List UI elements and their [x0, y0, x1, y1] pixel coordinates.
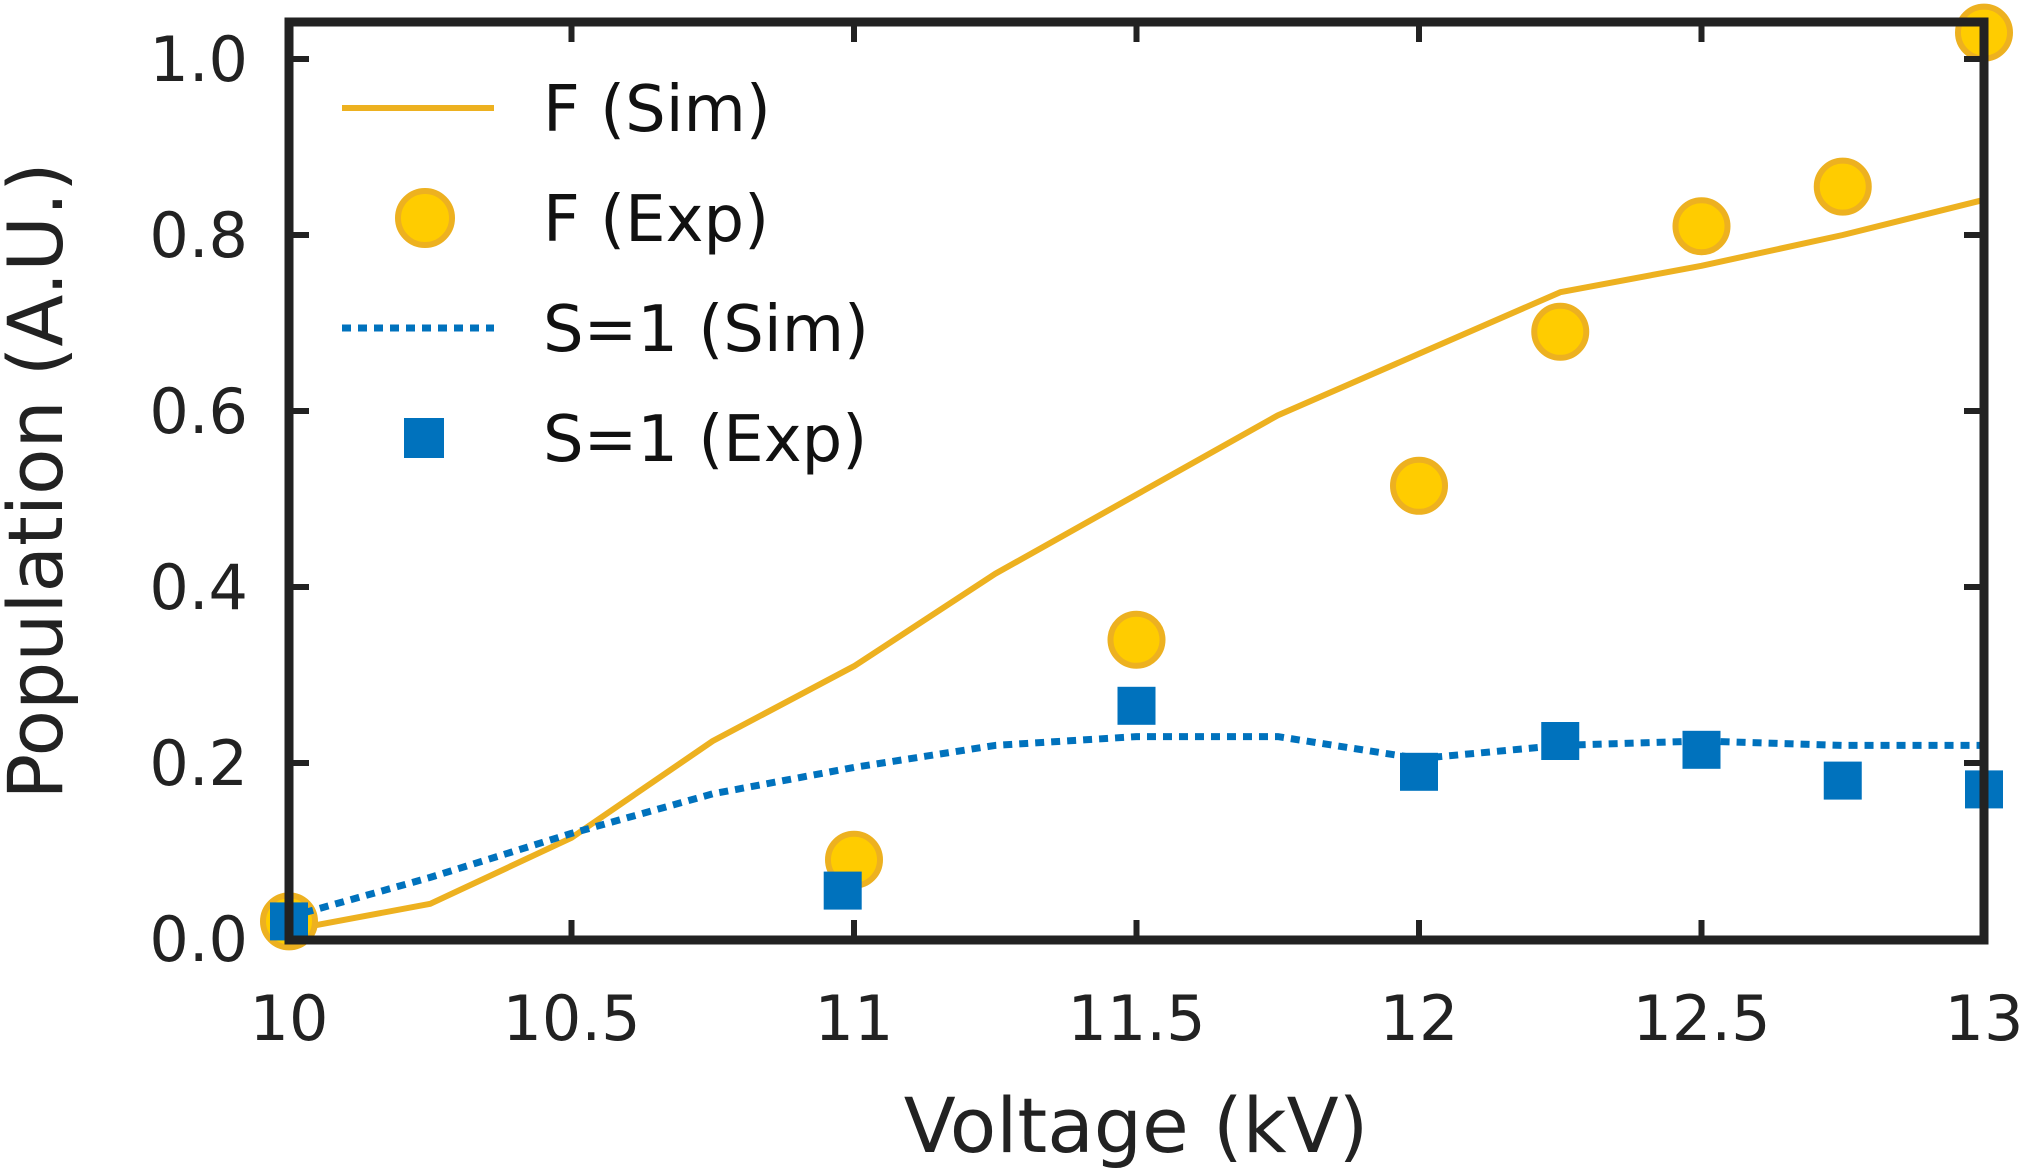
y-axis-title: Population (A.U.) [0, 162, 80, 799]
x-tick-label-5: 12.5 [1632, 982, 1770, 1055]
ticks-layer: 10 10.5 11 11.5 12 12.5 13 0.0 0.2 0.4 0.6 0.8 1.0 [149, 22, 2023, 1055]
series-f-exp [260, 3, 2013, 951]
x-tick-label-6: 13 [1945, 982, 2024, 1055]
x-tick-label-2: 11 [815, 982, 894, 1055]
point-f-exp-6 [1813, 157, 1872, 216]
y-tick-label-0: 0.0 [149, 903, 248, 976]
point-s-1-exp-6 [1823, 761, 1862, 800]
x-tick-label-1: 10.5 [502, 982, 640, 1055]
point-f-exp-2 [1107, 610, 1166, 669]
legend: F (Sim) F (Exp) S=1 (Sim) S=1 (Exp) [342, 73, 869, 477]
point-s-1-exp-1 [823, 871, 862, 910]
point-s-1-exp-5 [1682, 730, 1721, 769]
point-f-exp-5 [1672, 197, 1731, 256]
x-tick-label-4: 12 [1380, 982, 1459, 1055]
legend-item-f-sim: F (Sim) [342, 73, 771, 147]
x-tick-label-3: 11.5 [1067, 982, 1205, 1055]
point-f-exp-4 [1531, 302, 1590, 361]
plot-frame [284, 17, 1989, 945]
legend-swatch-s-1-exp [404, 418, 444, 458]
y-tick-label-3: 0.6 [149, 375, 248, 448]
y-tick-label-1: 0.2 [149, 727, 248, 800]
series-s-1-sim [288, 733, 1984, 921]
point-f-exp-3 [1390, 456, 1448, 515]
legend-item-s-1-exp: S=1 (Exp) [404, 403, 867, 477]
legend-item-s-1-sim: S=1 (Sim) [342, 293, 869, 367]
marks-layer [260, 3, 2013, 951]
legend-item-f-exp: F (Exp) [395, 183, 769, 257]
legend-label-f-sim: F (Sim) [543, 73, 771, 147]
x-tick-label-0: 10 [250, 982, 329, 1055]
series-f-sim [288, 196, 1985, 934]
x-axis-title: Voltage (kV) [904, 1081, 1369, 1170]
legend-label-f-exp: F (Exp) [543, 183, 769, 257]
series-line-s-1-sim [288, 733, 1984, 921]
legend-label-s-1-exp: S=1 (Exp) [543, 403, 867, 477]
y-tick-label-4: 0.8 [149, 199, 248, 272]
y-tick-label-2: 0.4 [149, 551, 248, 624]
y-tick-label-5: 1.0 [149, 23, 248, 96]
point-s-1-exp-3 [1400, 752, 1438, 791]
series-s-1-exp [270, 686, 2003, 941]
legend-label-s-1-sim: S=1 (Sim) [543, 293, 869, 367]
point-s-1-exp-4 [1541, 722, 1580, 760]
series-line-f-sim [288, 196, 1985, 934]
point-s-1-exp-2 [1117, 686, 1156, 725]
legend-swatch-f-exp [395, 188, 455, 248]
